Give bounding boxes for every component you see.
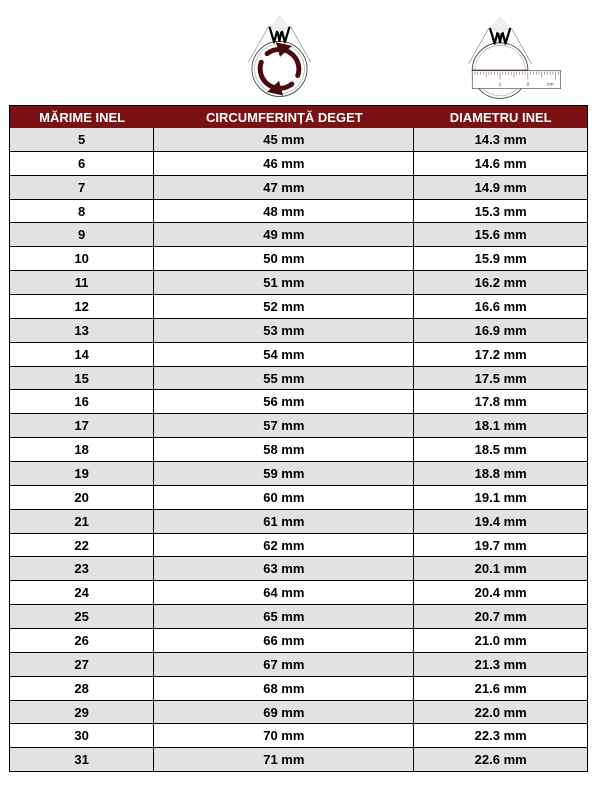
svg-text:2: 2 <box>527 81 530 87</box>
svg-text:1: 1 <box>499 81 502 87</box>
svg-text:cm: cm <box>547 82 554 87</box>
